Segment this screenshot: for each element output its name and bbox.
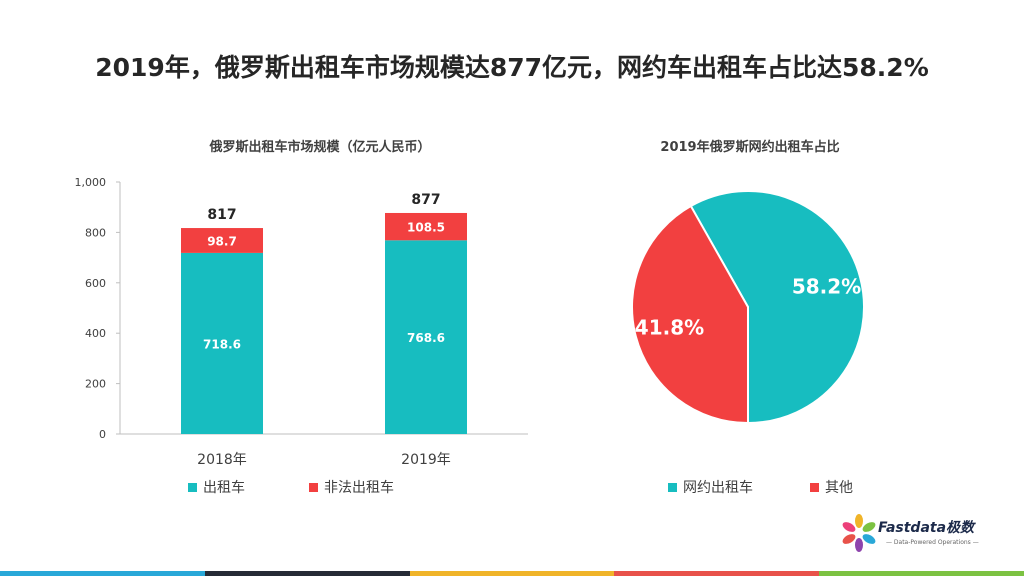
bar-value-label: 768.6 [407,331,445,345]
bar-total-label: 877 [411,192,440,208]
legend-swatch-teal [668,482,677,492]
pie-slice-other [631,204,749,425]
legend-swatch-teal [188,482,197,492]
legend-swatch-red [309,482,318,492]
x-tick-label: 2018年 [197,452,247,468]
bottom-color-bar [0,571,1024,576]
logo-name: Fastdata极数 [878,520,975,536]
legend-label: 出租车 [203,480,245,496]
bar-segment-taxi [385,240,467,434]
bar-value-label: 718.6 [203,337,241,351]
logo-tagline: — Data-Powered Operations — [886,539,979,546]
y-tick-label: 0 [99,428,106,441]
flower-logo-icon [842,514,876,552]
y-tick-label: 400 [85,327,106,340]
pie-legend-item-ride-hailing: 网约出租车 [668,477,753,497]
legend-label: 其他 [825,480,853,496]
bar-value-label: 108.5 [407,221,445,235]
bottom-bar-segment [819,571,1024,576]
bar-segment-illegal-taxi [181,228,263,253]
bottom-bar-segment [204,571,410,576]
legend-label: 网约出租车 [683,480,753,496]
y-tick-label: 200 [85,378,106,391]
pie-slice-ride-hailing [689,190,865,425]
bar-segment-illegal-taxi [385,212,467,241]
bottom-bar-segment [0,571,205,576]
page-title: 2019年，俄罗斯出租车市场规模达877亿元，网约车出租车占比达58.2% [95,53,929,82]
pie-legend-item-other: 其他 [810,477,853,497]
bottom-bar-segment [614,571,820,576]
pie-slice-label: 58.2% [792,274,861,298]
legend-label: 非法出租车 [324,480,394,496]
y-tick-label: 1,000 [75,176,107,189]
bottom-bar-segment [409,571,615,576]
y-tick-label: 800 [85,226,106,239]
pie-chart-title: 2019年俄罗斯网约出租车占比 [660,140,840,155]
fastdata-logo: Fastdata极数 — Data-Powered Operations — [842,513,992,557]
legend-swatch-red [810,482,819,492]
bar-legend-item-taxi: 出租车 [188,477,245,497]
bar-chart-title: 俄罗斯出租车市场规模（亿元人民币） [209,140,431,155]
pie-slice-label: 41.8% [635,316,704,340]
bar-value-label: 98.7 [207,234,237,248]
bar-legend-item-illegal-taxi: 非法出租车 [309,477,394,497]
y-tick-label: 600 [85,277,106,290]
bar-total-label: 817 [207,207,236,223]
x-tick-label: 2019年 [401,452,451,468]
bar-segment-taxi [181,252,263,434]
